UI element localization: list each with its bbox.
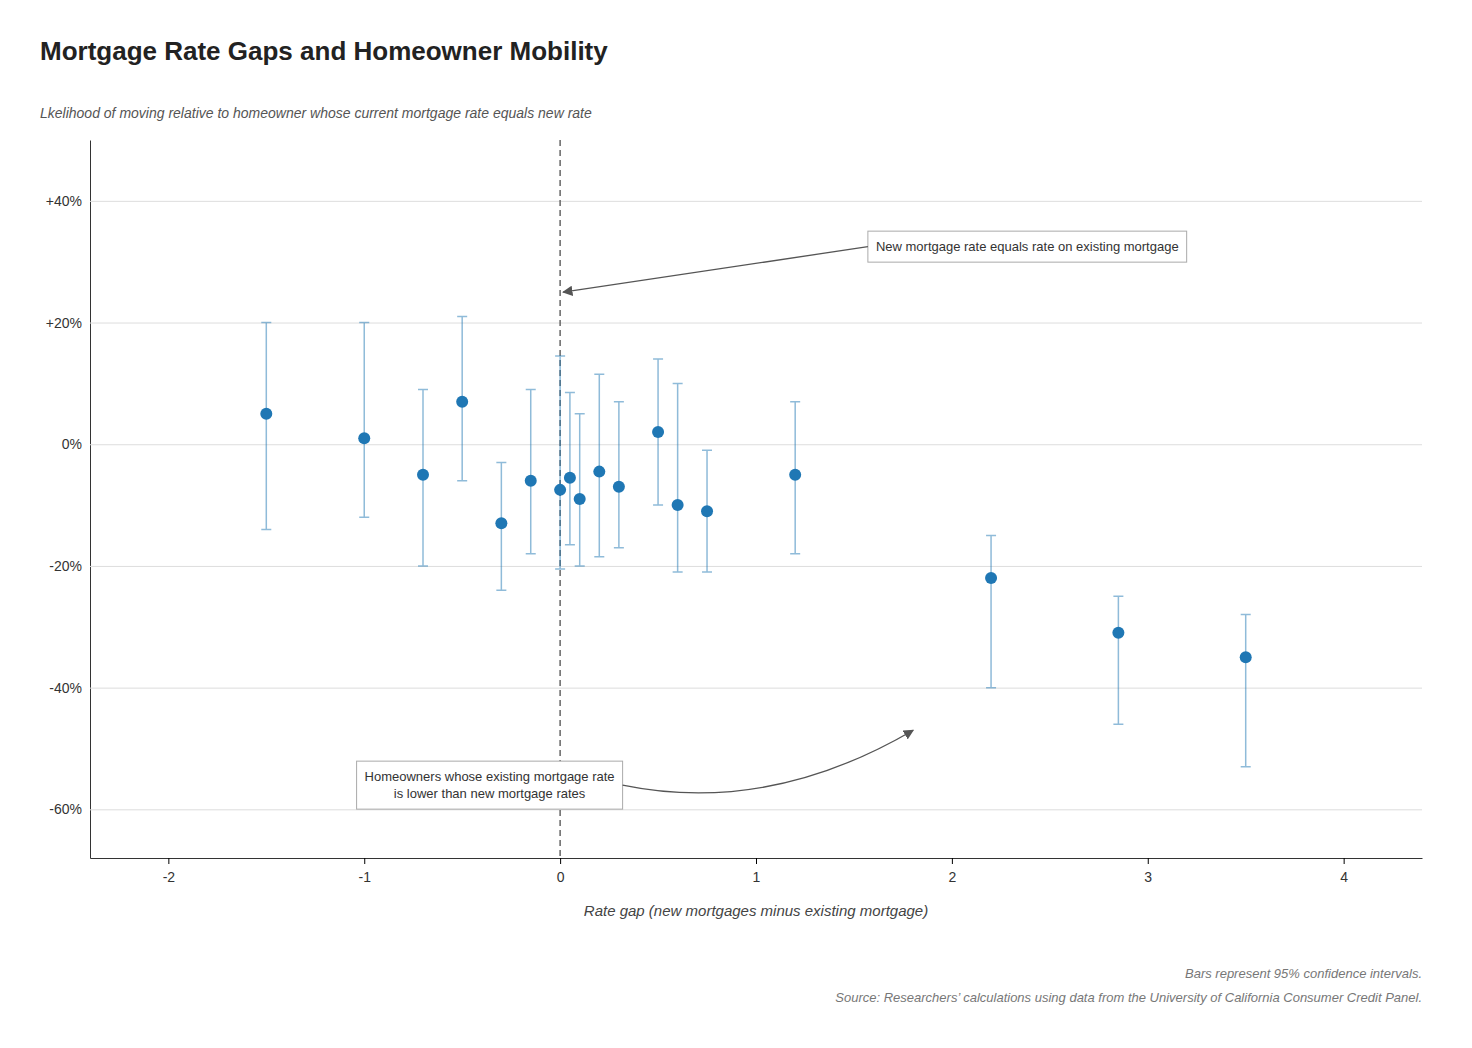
annotation: Homeowners whose existing mortgage rate i…: [357, 761, 623, 809]
x-tick-label: -2: [163, 869, 176, 885]
title: Mortgage Rate Gaps and Homeowner Mobilit…: [40, 36, 608, 66]
point: [260, 408, 272, 420]
footnote: Bars represent 95% confidence intervals.: [1185, 966, 1422, 981]
annotation-arrow: [563, 247, 868, 293]
point: [652, 426, 664, 438]
y-tick: +20%: [46, 315, 1422, 331]
x-tick-mark: [560, 858, 561, 864]
error-bar: [496, 462, 506, 590]
point: [554, 484, 566, 496]
point: [358, 432, 370, 444]
error-bar: [653, 359, 663, 505]
x-tick: 1: [753, 858, 761, 885]
x-tick-label: 4: [1340, 869, 1348, 885]
x-tick: 4: [1340, 858, 1348, 885]
point: [672, 499, 684, 511]
chart: +40% +20% 0% -20% -40% -60% -2 -1 0 1 2 3 4 New mortg…: [0, 0, 1472, 1048]
y-tick-label: +20%: [46, 315, 82, 331]
x-tick-label: 0: [557, 869, 565, 885]
plot: +40% +20% 0% -20% -40% -60% -2 -1 0 1 2 3 4 New mortg…: [46, 140, 1423, 885]
point: [495, 517, 507, 529]
x-tick: 2: [948, 858, 956, 885]
x-tick-label: -1: [359, 869, 372, 885]
y-tick: +40%: [46, 193, 1422, 209]
annotation-text: New mortgage rate equals rate on existin…: [876, 239, 1179, 254]
footnote: Source: Researchers’ calculations using …: [835, 990, 1422, 1005]
x-axis-label: Rate gap (new mortgages minus existing m…: [584, 902, 928, 919]
y-tick-label: -60%: [49, 801, 82, 817]
error-bar: [261, 323, 271, 530]
point: [1240, 651, 1252, 663]
x-tick-mark: [756, 858, 757, 864]
y-grid-line: [90, 809, 1422, 810]
error-bar: [1113, 596, 1123, 724]
x-tick-label: 3: [1144, 869, 1152, 885]
annotation-text: is lower than new mortgage rates: [394, 786, 586, 801]
error-bar: [418, 389, 428, 565]
y-grid-line: [90, 688, 1422, 689]
y-grid-line: [90, 201, 1422, 202]
error-bar: [614, 402, 624, 548]
point: [985, 572, 997, 584]
x-tick-mark: [1344, 858, 1345, 864]
y-tick-label: -20%: [49, 558, 82, 574]
y-grid-line: [90, 444, 1422, 445]
annotation-text: Homeowners whose existing mortgage rate: [365, 769, 615, 784]
point: [1112, 627, 1124, 639]
marks: [260, 140, 1251, 858]
error-bar: [565, 393, 575, 545]
error-bar: [986, 536, 996, 688]
x-tick-label: 2: [948, 869, 956, 885]
x-tick: 3: [1144, 858, 1152, 885]
point: [789, 469, 801, 481]
point: [613, 481, 625, 493]
y-axis-line: [90, 141, 91, 859]
error-bar: [702, 450, 712, 572]
point: [593, 466, 605, 478]
point: [701, 505, 713, 517]
error-bar: [1241, 615, 1251, 767]
error-bar: [359, 323, 369, 518]
error-bar: [575, 414, 585, 566]
error-bar: [594, 374, 604, 557]
y-axis-label: Lkelihood of moving relative to homeowne…: [40, 105, 592, 121]
y-axis: +40% +20% 0% -20% -40% -60%: [46, 141, 1422, 859]
annotation-box: [868, 231, 1187, 262]
x-tick-mark: [952, 858, 953, 864]
y-tick: -20%: [49, 558, 1422, 574]
x-tick: 0: [557, 858, 565, 885]
x-axis: -2 -1 0 1 2 3 4: [91, 858, 1423, 885]
error-bar: [673, 383, 683, 572]
error-bar: [555, 356, 565, 569]
y-tick-label: 0%: [62, 436, 82, 452]
annotations: New mortgage rate equals rate on existin…: [357, 231, 1187, 809]
error-bar: [526, 389, 536, 553]
point: [564, 472, 576, 484]
x-tick: -2: [163, 858, 176, 885]
x-tick-label: 1: [753, 869, 761, 885]
error-bar: [790, 402, 800, 554]
y-tick-label: -40%: [49, 680, 82, 696]
x-tick: -1: [359, 858, 372, 885]
y-grid-line: [90, 323, 1422, 324]
x-tick-mark: [168, 858, 169, 864]
point: [417, 469, 429, 481]
point: [574, 493, 586, 505]
annotation-box: [357, 761, 623, 809]
point: [456, 396, 468, 408]
y-tick: -40%: [49, 680, 1422, 696]
y-tick-label: +40%: [46, 193, 82, 209]
annotation-arrow: [623, 730, 914, 793]
annotation: New mortgage rate equals rate on existin…: [868, 231, 1187, 262]
y-grid-line: [90, 566, 1422, 567]
point: [525, 475, 537, 487]
y-tick: -60%: [49, 801, 1422, 817]
error-bar: [457, 316, 467, 480]
x-tick-mark: [364, 858, 365, 864]
x-tick-mark: [1148, 858, 1149, 864]
